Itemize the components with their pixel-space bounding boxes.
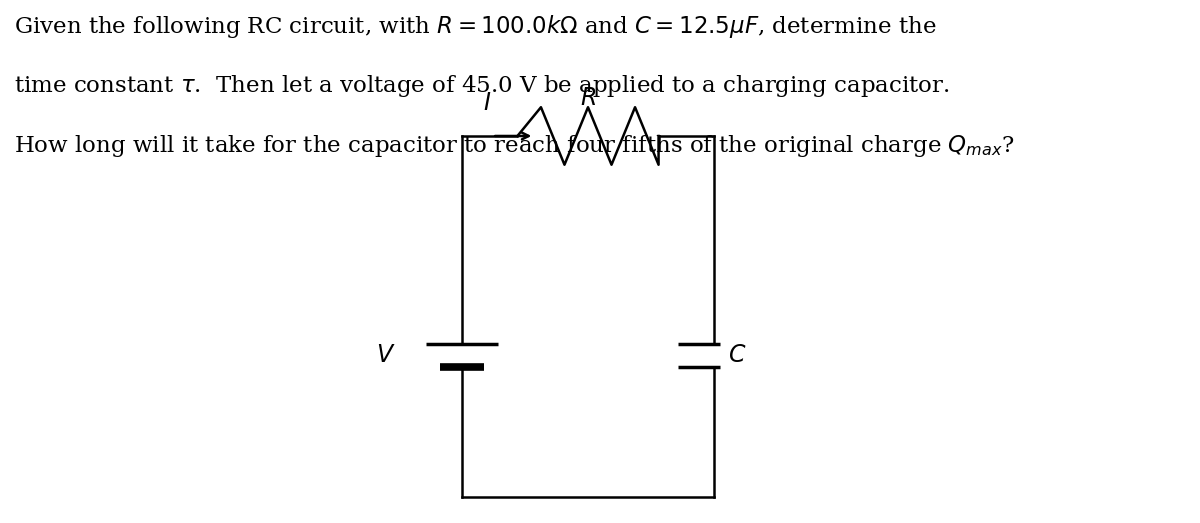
Text: How long will it take for the capacitor to reach four fifths of the original cha: How long will it take for the capacitor … (14, 133, 1015, 160)
Text: $R$: $R$ (580, 87, 596, 110)
Text: $V$: $V$ (377, 344, 396, 367)
Text: Given the following RC circuit, with $R = 100.0k\Omega$ and $C = 12.5\mu F$, det: Given the following RC circuit, with $R … (14, 13, 937, 40)
Text: $C$: $C$ (728, 344, 746, 367)
Text: time constant $\tau$.  Then let a voltage of 45.0 V be applied to a charging cap: time constant $\tau$. Then let a voltage… (14, 73, 950, 99)
Text: $I$: $I$ (484, 92, 491, 115)
